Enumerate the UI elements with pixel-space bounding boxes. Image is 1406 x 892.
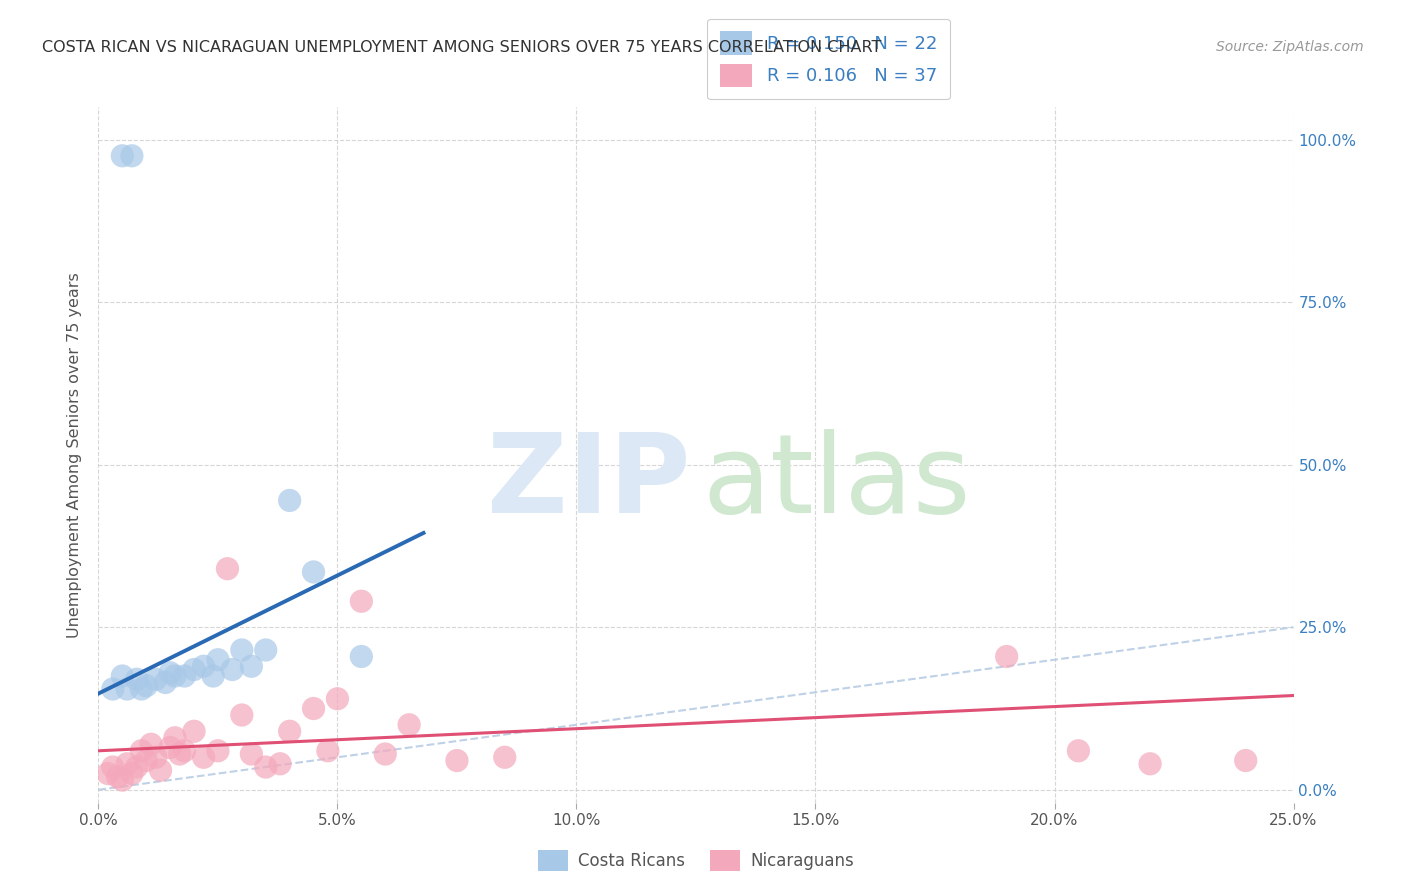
Point	[107, 770, 129, 784]
Point	[125, 672, 148, 686]
Point	[131, 681, 153, 696]
Point	[101, 681, 124, 696]
Point	[207, 744, 229, 758]
Point	[316, 744, 339, 758]
Point	[217, 562, 239, 576]
Point	[139, 737, 162, 751]
Point	[202, 669, 225, 683]
Point	[254, 643, 277, 657]
Point	[111, 149, 134, 163]
Point	[326, 691, 349, 706]
Point	[240, 659, 263, 673]
Point	[101, 760, 124, 774]
Point	[374, 747, 396, 761]
Point	[111, 669, 134, 683]
Point	[145, 672, 167, 686]
Point	[115, 681, 138, 696]
Point	[163, 669, 186, 683]
Point	[183, 663, 205, 677]
Point	[173, 669, 195, 683]
Point	[350, 594, 373, 608]
Point	[159, 665, 181, 680]
Point	[269, 756, 291, 771]
Point	[149, 764, 172, 778]
Point	[163, 731, 186, 745]
Point	[145, 750, 167, 764]
Point	[135, 679, 157, 693]
Point	[121, 766, 143, 780]
Point	[125, 760, 148, 774]
Point	[398, 718, 420, 732]
Point	[183, 724, 205, 739]
Point	[169, 747, 191, 761]
Point	[1067, 744, 1090, 758]
Point	[193, 750, 215, 764]
Point	[254, 760, 277, 774]
Point	[302, 565, 325, 579]
Point	[1234, 754, 1257, 768]
Point	[111, 772, 134, 787]
Point	[115, 756, 138, 771]
Point	[302, 701, 325, 715]
Point	[350, 649, 373, 664]
Point	[446, 754, 468, 768]
Point	[231, 708, 253, 723]
Point	[1139, 756, 1161, 771]
Point	[135, 754, 157, 768]
Text: Source: ZipAtlas.com: Source: ZipAtlas.com	[1216, 40, 1364, 54]
Point	[155, 675, 177, 690]
Point	[193, 659, 215, 673]
Point	[494, 750, 516, 764]
Point	[121, 149, 143, 163]
Point	[173, 744, 195, 758]
Point	[207, 653, 229, 667]
Point	[221, 663, 243, 677]
Text: COSTA RICAN VS NICARAGUAN UNEMPLOYMENT AMONG SENIORS OVER 75 YEARS CORRELATION C: COSTA RICAN VS NICARAGUAN UNEMPLOYMENT A…	[42, 40, 882, 55]
Point	[231, 643, 253, 657]
Point	[159, 740, 181, 755]
Point	[278, 724, 301, 739]
Y-axis label: Unemployment Among Seniors over 75 years: Unemployment Among Seniors over 75 years	[67, 272, 83, 638]
Point	[131, 744, 153, 758]
Point	[278, 493, 301, 508]
Point	[995, 649, 1018, 664]
Point	[240, 747, 263, 761]
Point	[97, 766, 120, 780]
Text: atlas: atlas	[702, 429, 970, 536]
Text: ZIP: ZIP	[486, 429, 690, 536]
Legend: Costa Ricans, Nicaraguans: Costa Ricans, Nicaraguans	[531, 843, 860, 878]
